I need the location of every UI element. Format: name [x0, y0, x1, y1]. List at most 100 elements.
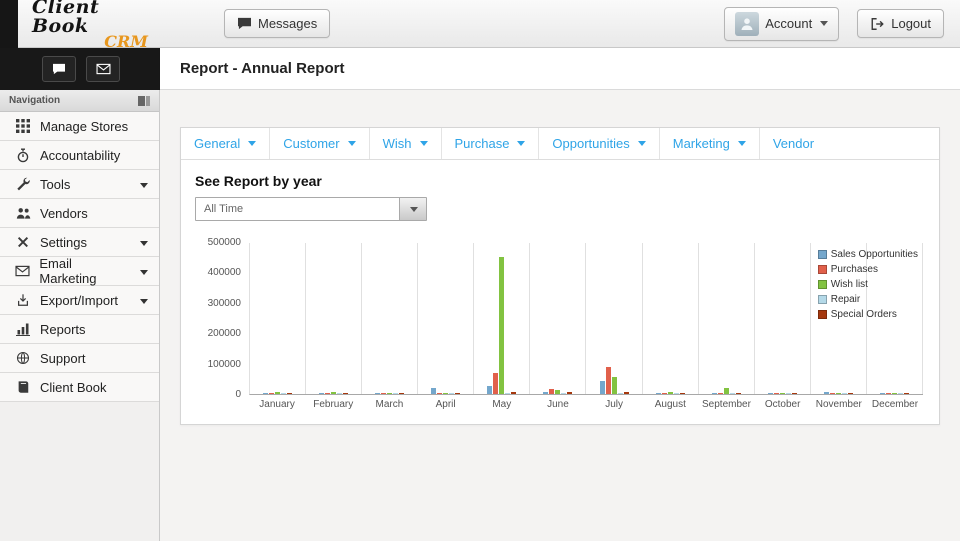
month-group — [755, 243, 811, 394]
bar — [399, 393, 404, 394]
y-tick-label: 400000 — [195, 267, 241, 278]
y-tick-label: 200000 — [195, 328, 241, 339]
caret-down-icon — [138, 262, 148, 280]
bar — [263, 393, 268, 394]
x-tick-label: March — [361, 395, 417, 410]
bar — [511, 392, 516, 394]
legend-swatch — [818, 310, 827, 319]
sidebar-item-client-book[interactable]: Client Book — [0, 373, 159, 402]
tab-customer[interactable]: Customer — [270, 128, 369, 159]
x-tick-label: May — [474, 395, 530, 410]
bar — [718, 393, 723, 394]
bar — [892, 393, 897, 394]
collapse-panel-icon[interactable] — [138, 96, 150, 106]
tab-purchase[interactable]: Purchase — [442, 128, 540, 159]
tab-wish[interactable]: Wish — [370, 128, 442, 159]
bar — [443, 393, 448, 394]
page-title: Report - Annual Report — [180, 60, 344, 77]
quick-mail-button[interactable] — [86, 56, 120, 82]
x-tick-label: November — [811, 395, 867, 410]
bar — [612, 377, 617, 394]
tab-vendor[interactable]: Vendor — [760, 128, 827, 159]
sidebar-item-label: Manage Stores — [40, 119, 128, 134]
sidebar-item-email-marketing[interactable]: Email Marketing — [0, 257, 159, 286]
bar — [549, 389, 554, 394]
bar — [493, 373, 498, 394]
year-select[interactable]: All Time — [195, 197, 427, 221]
month-group — [643, 243, 699, 394]
sidebar-top — [0, 48, 160, 90]
bar — [387, 393, 392, 394]
bar — [712, 393, 717, 394]
bar — [600, 381, 605, 394]
legend-swatch — [818, 265, 827, 274]
caret-down-icon — [517, 141, 525, 146]
legend-label: Sales Opportunities — [831, 249, 918, 260]
bar — [662, 393, 667, 394]
caret-down-icon — [138, 233, 148, 251]
chart-x-axis: JanuaryFebruaryMarchAprilMayJuneJulyAugu… — [249, 395, 923, 410]
tab-marketing[interactable]: Marketing — [660, 128, 760, 159]
bar — [792, 393, 797, 394]
legend-swatch — [818, 295, 827, 304]
quick-chat-button[interactable] — [42, 56, 76, 82]
sidebar-item-export-import[interactable]: Export/Import — [0, 286, 159, 315]
sidebar-item-support[interactable]: Support — [0, 344, 159, 373]
bar — [455, 393, 460, 394]
sidebar-item-label: Reports — [40, 322, 86, 337]
bar — [281, 393, 286, 394]
logout-button[interactable]: Logout — [857, 9, 944, 38]
report-tabs: General Customer Wish Purchase Opportuni… — [181, 128, 939, 160]
sidebar-item-vendors[interactable]: Vendors — [0, 199, 159, 228]
logout-icon — [870, 17, 885, 31]
stopwatch-icon — [15, 148, 31, 163]
bar — [824, 392, 829, 394]
bar — [449, 393, 454, 394]
sidebar-nav-title: Navigation — [9, 95, 60, 106]
bar — [499, 257, 504, 394]
caret-down-icon — [738, 141, 746, 146]
legend-swatch — [818, 280, 827, 289]
tab-label: General — [194, 136, 240, 151]
bar — [393, 393, 398, 394]
tab-opportunities[interactable]: Opportunities — [539, 128, 659, 159]
tab-label: Purchase — [455, 136, 510, 151]
legend-item: Purchases — [818, 264, 918, 275]
sidebar-item-accountability[interactable]: Accountability — [0, 141, 159, 170]
main-content: General Customer Wish Purchase Opportuni… — [160, 90, 960, 541]
bar — [543, 392, 548, 394]
bar — [904, 393, 909, 394]
account-button[interactable]: Account — [724, 7, 839, 41]
bar — [567, 392, 572, 394]
chart-plot: Sales OpportunitiesPurchasesWish listRep… — [249, 243, 923, 395]
bar — [848, 393, 853, 394]
bar — [886, 393, 891, 394]
x-tick-label: August — [642, 395, 698, 410]
brand-logo[interactable]: Client Book CRM — [32, 0, 162, 50]
legend-label: Wish list — [831, 279, 868, 290]
tab-general[interactable]: General — [181, 128, 270, 159]
tab-label: Wish — [383, 136, 412, 151]
brand-logo-line1: Client Book — [32, 0, 162, 36]
bar — [561, 393, 566, 394]
tab-label: Marketing — [673, 136, 730, 151]
bar — [656, 393, 661, 394]
y-tick-label: 100000 — [195, 359, 241, 370]
bar — [606, 367, 611, 394]
month-group — [250, 243, 306, 394]
bar — [880, 393, 885, 394]
report-panel: General Customer Wish Purchase Opportuni… — [180, 127, 940, 425]
sidebar-item-reports[interactable]: Reports — [0, 315, 159, 344]
caret-down-icon — [420, 141, 428, 146]
bar — [898, 393, 903, 394]
year-select-dropdown-button[interactable] — [399, 198, 426, 220]
bar — [337, 393, 342, 394]
sidebar-item-manage-stores[interactable]: Manage Stores — [0, 112, 159, 141]
sidebar-item-settings[interactable]: Settings — [0, 228, 159, 257]
messages-button[interactable]: Messages — [224, 9, 330, 38]
bar — [431, 388, 436, 394]
annual-report-chart: Sales OpportunitiesPurchasesWish listRep… — [195, 243, 925, 410]
bar — [830, 393, 835, 394]
sidebar-item-tools[interactable]: Tools — [0, 170, 159, 199]
x-tick-label: October — [755, 395, 811, 410]
